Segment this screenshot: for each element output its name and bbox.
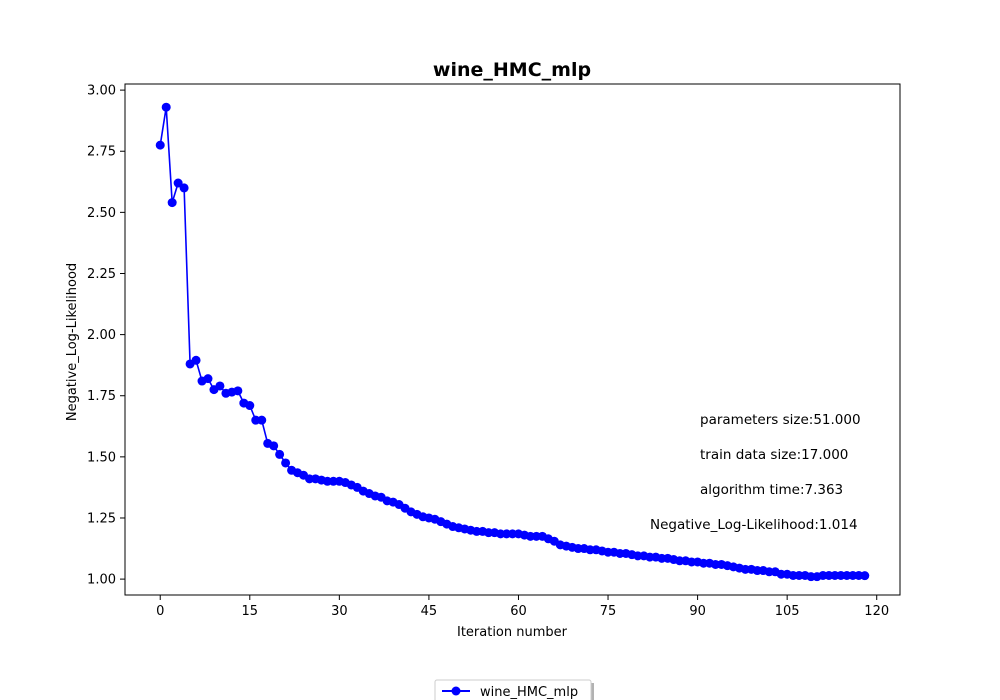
x-tick-label: 105 bbox=[775, 604, 800, 619]
y-tick-label: 1.00 bbox=[87, 573, 116, 588]
annotation-train-data-size: train data size:17.000 bbox=[700, 447, 848, 463]
y-tick-label: 3.00 bbox=[87, 84, 116, 99]
chart-title: wine_HMC_mlp bbox=[433, 59, 591, 81]
x-tick-label: 45 bbox=[421, 604, 438, 619]
x-tick-label: 75 bbox=[600, 604, 617, 619]
y-tick-label: 1.25 bbox=[87, 511, 116, 526]
data-point bbox=[233, 386, 243, 396]
data-point bbox=[203, 374, 213, 384]
annotation-parameters-size: parameters size:51.000 bbox=[700, 412, 861, 428]
y-axis-label: Negative_Log-Likelihood bbox=[65, 263, 80, 421]
x-tick-label: 90 bbox=[689, 604, 706, 619]
data-point bbox=[173, 178, 183, 188]
x-tick-label: 0 bbox=[156, 604, 164, 619]
annotation-algorithm-time: algorithm time:7.363 bbox=[700, 482, 843, 498]
x-axis-label: Iteration number bbox=[457, 625, 568, 640]
x-tick-label: 15 bbox=[242, 604, 259, 619]
annotation-final-nll: Negative_Log-Likelihood:1.014 bbox=[650, 517, 858, 533]
legend-marker bbox=[451, 686, 461, 696]
data-point bbox=[155, 140, 165, 150]
data-point bbox=[275, 449, 285, 459]
x-tick-label: 120 bbox=[864, 604, 889, 619]
y-tick-label: 2.25 bbox=[87, 267, 116, 282]
legend: wine_HMC_mlp bbox=[434, 679, 594, 700]
y-tick-label: 2.00 bbox=[87, 328, 116, 343]
data-point bbox=[860, 571, 870, 581]
y-tick-label: 1.75 bbox=[87, 389, 116, 404]
y-tick-label: 2.75 bbox=[87, 145, 116, 160]
stats-annotations: parameters size:51.000 train data size:1… bbox=[650, 412, 861, 533]
data-point bbox=[281, 458, 291, 468]
data-point bbox=[161, 102, 171, 112]
series-line bbox=[159, 107, 865, 578]
x-tick-label: 60 bbox=[510, 604, 527, 619]
data-point bbox=[179, 183, 189, 193]
y-tick-label: 2.50 bbox=[87, 206, 116, 221]
plot-frame bbox=[124, 83, 901, 596]
data-point bbox=[245, 401, 255, 411]
data-point bbox=[257, 415, 267, 425]
data-point bbox=[167, 198, 177, 208]
legend-box bbox=[434, 679, 592, 700]
data-point bbox=[191, 355, 201, 365]
plot-area: 0 15 30 45 60 75 90 105 120 1.00 1.25 1.50 1.75 2.00 2… bbox=[87, 83, 901, 619]
data-point bbox=[215, 381, 225, 391]
y-tick-label: 1.50 bbox=[87, 450, 116, 465]
x-tick-label: 30 bbox=[331, 604, 348, 619]
data-point bbox=[269, 441, 279, 451]
legend-label: wine_HMC_mlp bbox=[480, 685, 578, 700]
